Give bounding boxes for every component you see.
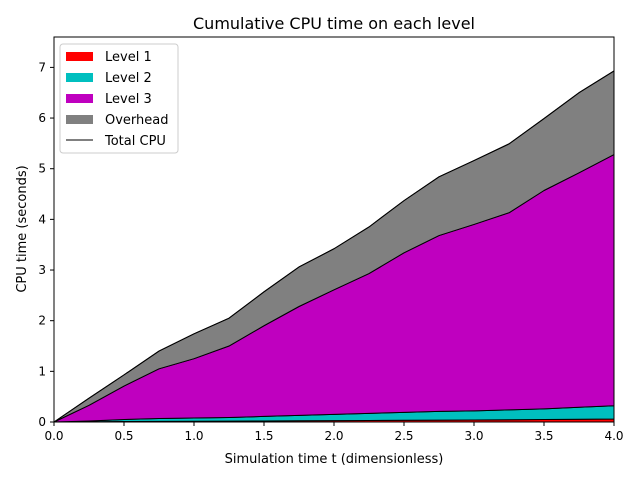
- legend-label: Level 1: [105, 50, 152, 65]
- x-tick-label: 1.0: [184, 429, 203, 443]
- legend-label: Level 2: [105, 71, 152, 86]
- x-tick-label: 2.0: [324, 429, 343, 443]
- legend-swatch: [66, 73, 93, 82]
- x-tick-label: 3.0: [464, 429, 483, 443]
- y-tick-label: 3: [38, 263, 46, 277]
- legend-label: Total CPU: [104, 134, 166, 149]
- x-axis-label: Simulation time t (dimensionless): [225, 452, 444, 467]
- x-tick-label: 0.0: [44, 429, 63, 443]
- chart-title: Cumulative CPU time on each level: [193, 14, 475, 33]
- y-tick-label: 2: [38, 314, 46, 328]
- y-tick-label: 1: [38, 364, 46, 378]
- legend-label: Level 3: [105, 92, 152, 107]
- x-tick-label: 4.0: [604, 429, 623, 443]
- y-tick-label: 6: [38, 111, 46, 125]
- y-tick-label: 7: [38, 60, 46, 74]
- legend-label: Overhead: [105, 113, 169, 128]
- y-tick-label: 5: [38, 162, 46, 176]
- y-axis-label: CPU time (seconds): [15, 165, 30, 292]
- y-tick-label: 4: [38, 212, 46, 226]
- y-tick-label: 0: [38, 415, 46, 429]
- x-tick-label: 0.5: [114, 429, 133, 443]
- legend: Level 1 Level 2 Level 3 Overhead Total CPU: [59, 43, 179, 154]
- legend-swatch: [66, 52, 93, 61]
- line-total-cpu: [53, 70, 615, 423]
- x-tick-label: 1.5: [254, 429, 273, 443]
- legend-swatch: [66, 115, 93, 124]
- x-tick-label: 2.5: [394, 429, 413, 443]
- x-tick-label: 3.5: [534, 429, 553, 443]
- legend-swatch: [66, 94, 93, 103]
